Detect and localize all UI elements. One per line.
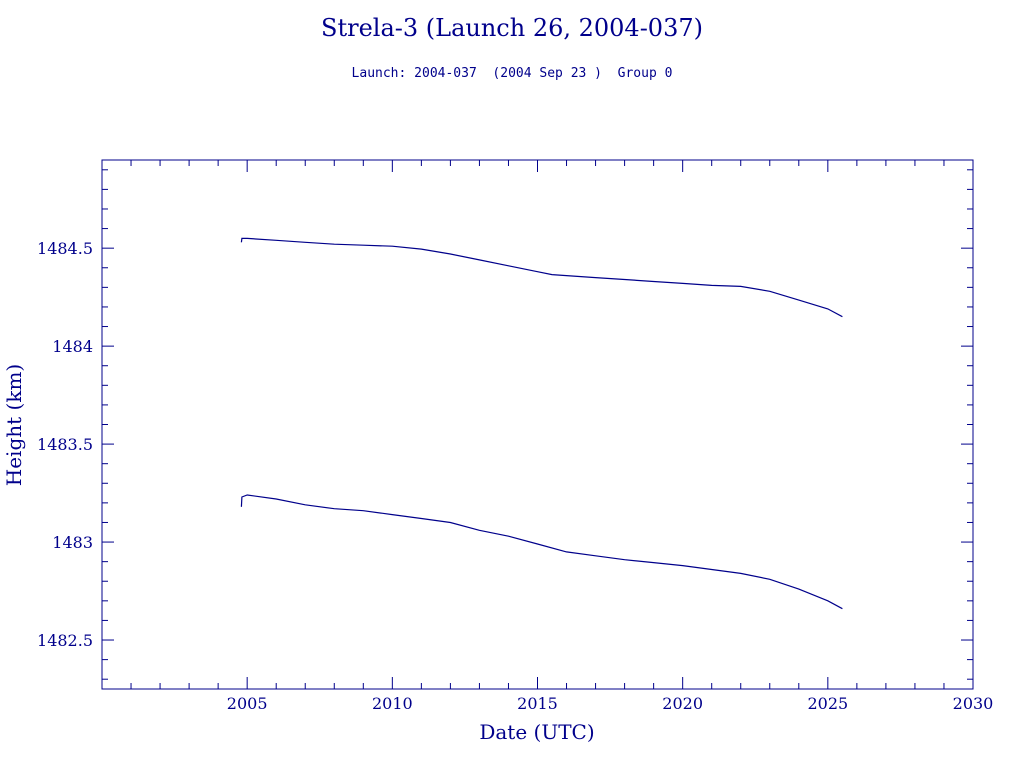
x-tick-label: 2010 — [372, 694, 413, 713]
tick-labels: 2005 2010 2015 2020 2025 2030 1482.5 1483 1483.5… — [37, 239, 993, 713]
series-group — [240, 237, 843, 610]
y-axis-label: Height (km) — [2, 364, 26, 486]
x-axis-label: Date (UTC) — [479, 720, 594, 744]
chart-title: Strela-3 (Launch 26, 2004-037) — [321, 14, 703, 42]
y-tick-label: 1482.5 — [37, 631, 93, 650]
y-tick-label: 1483 — [52, 533, 93, 552]
series-line-1 — [240, 237, 843, 318]
y-tick-label: 1484 — [52, 337, 93, 356]
y-tick-label: 1483.5 — [37, 435, 93, 454]
x-tick-label: 2025 — [807, 694, 848, 713]
series-line-2 — [240, 494, 843, 610]
x-tick-label: 2030 — [953, 694, 994, 713]
x-tick-label: 2005 — [227, 694, 268, 713]
chart-subtitle: Launch: 2004-037 (2004 Sep 23 ) Group 0 — [351, 66, 673, 81]
x-tick-label: 2020 — [662, 694, 703, 713]
axis-ticks — [102, 160, 973, 689]
plot-frame — [101, 159, 974, 690]
y-tick-label: 1484.5 — [37, 239, 93, 258]
x-tick-label: 2015 — [517, 694, 558, 713]
